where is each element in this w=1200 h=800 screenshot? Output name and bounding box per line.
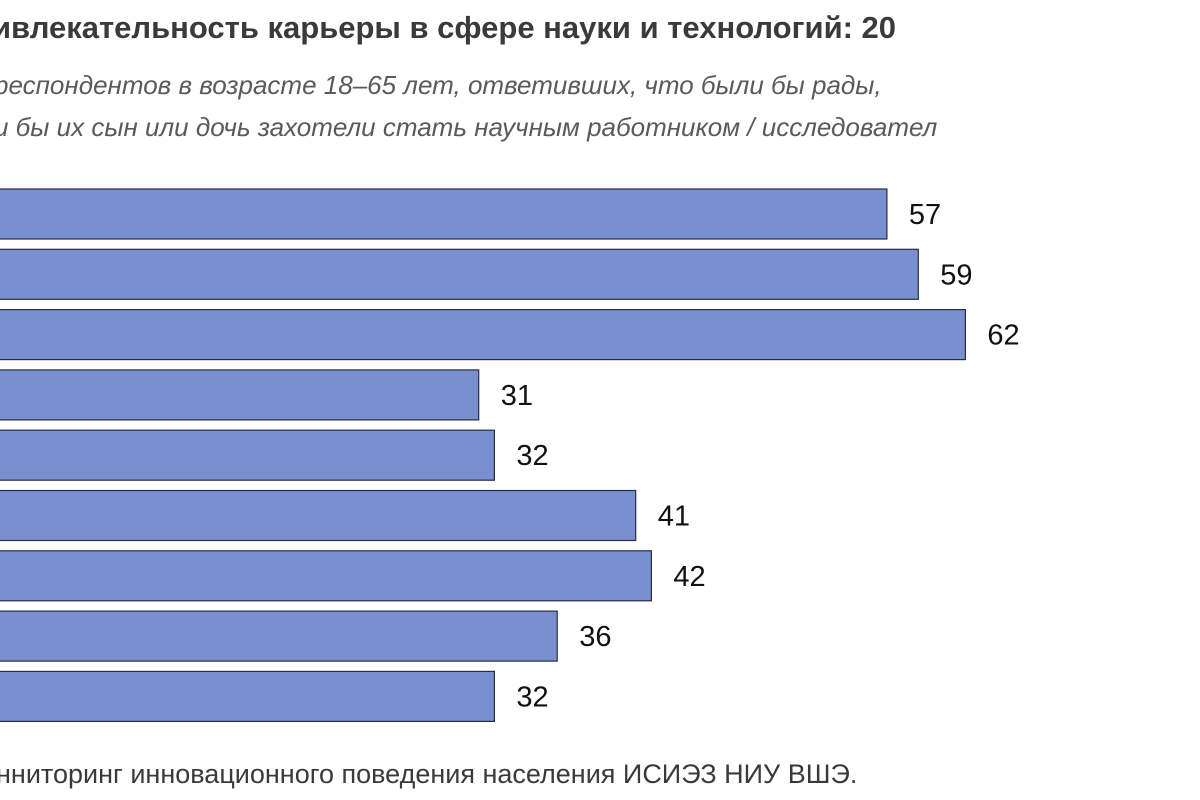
data-label-3: 62 xyxy=(987,320,1019,352)
data-label-1: 57 xyxy=(909,199,941,231)
bar-3 xyxy=(0,309,967,361)
source-note: нниторинг инновационного поведения насел… xyxy=(0,759,858,789)
data-label-9: 32 xyxy=(516,681,548,713)
bar-8 xyxy=(0,610,558,662)
chart-subtitle-line-2: и бы их сын или дочь захотели стать науч… xyxy=(0,112,938,142)
chart-subtitle-line-1: респондентов в возрасте 18–65 лет, ответ… xyxy=(0,70,882,100)
bar-7 xyxy=(0,550,653,602)
bar-6 xyxy=(0,489,637,542)
data-label-8: 36 xyxy=(579,621,611,653)
data-label-4: 31 xyxy=(501,380,533,412)
bar-4 xyxy=(0,369,480,421)
data-label-6: 41 xyxy=(658,501,690,533)
bar-9 xyxy=(0,670,495,723)
chart-title: ивлекательность карьеры в сфере науки и … xyxy=(0,10,897,45)
data-label-7: 42 xyxy=(673,561,705,593)
bar-1 xyxy=(0,188,888,240)
bar-2 xyxy=(0,248,919,300)
bar-5 xyxy=(0,429,495,481)
data-label-2: 59 xyxy=(940,259,972,291)
data-label-5: 32 xyxy=(516,440,548,472)
